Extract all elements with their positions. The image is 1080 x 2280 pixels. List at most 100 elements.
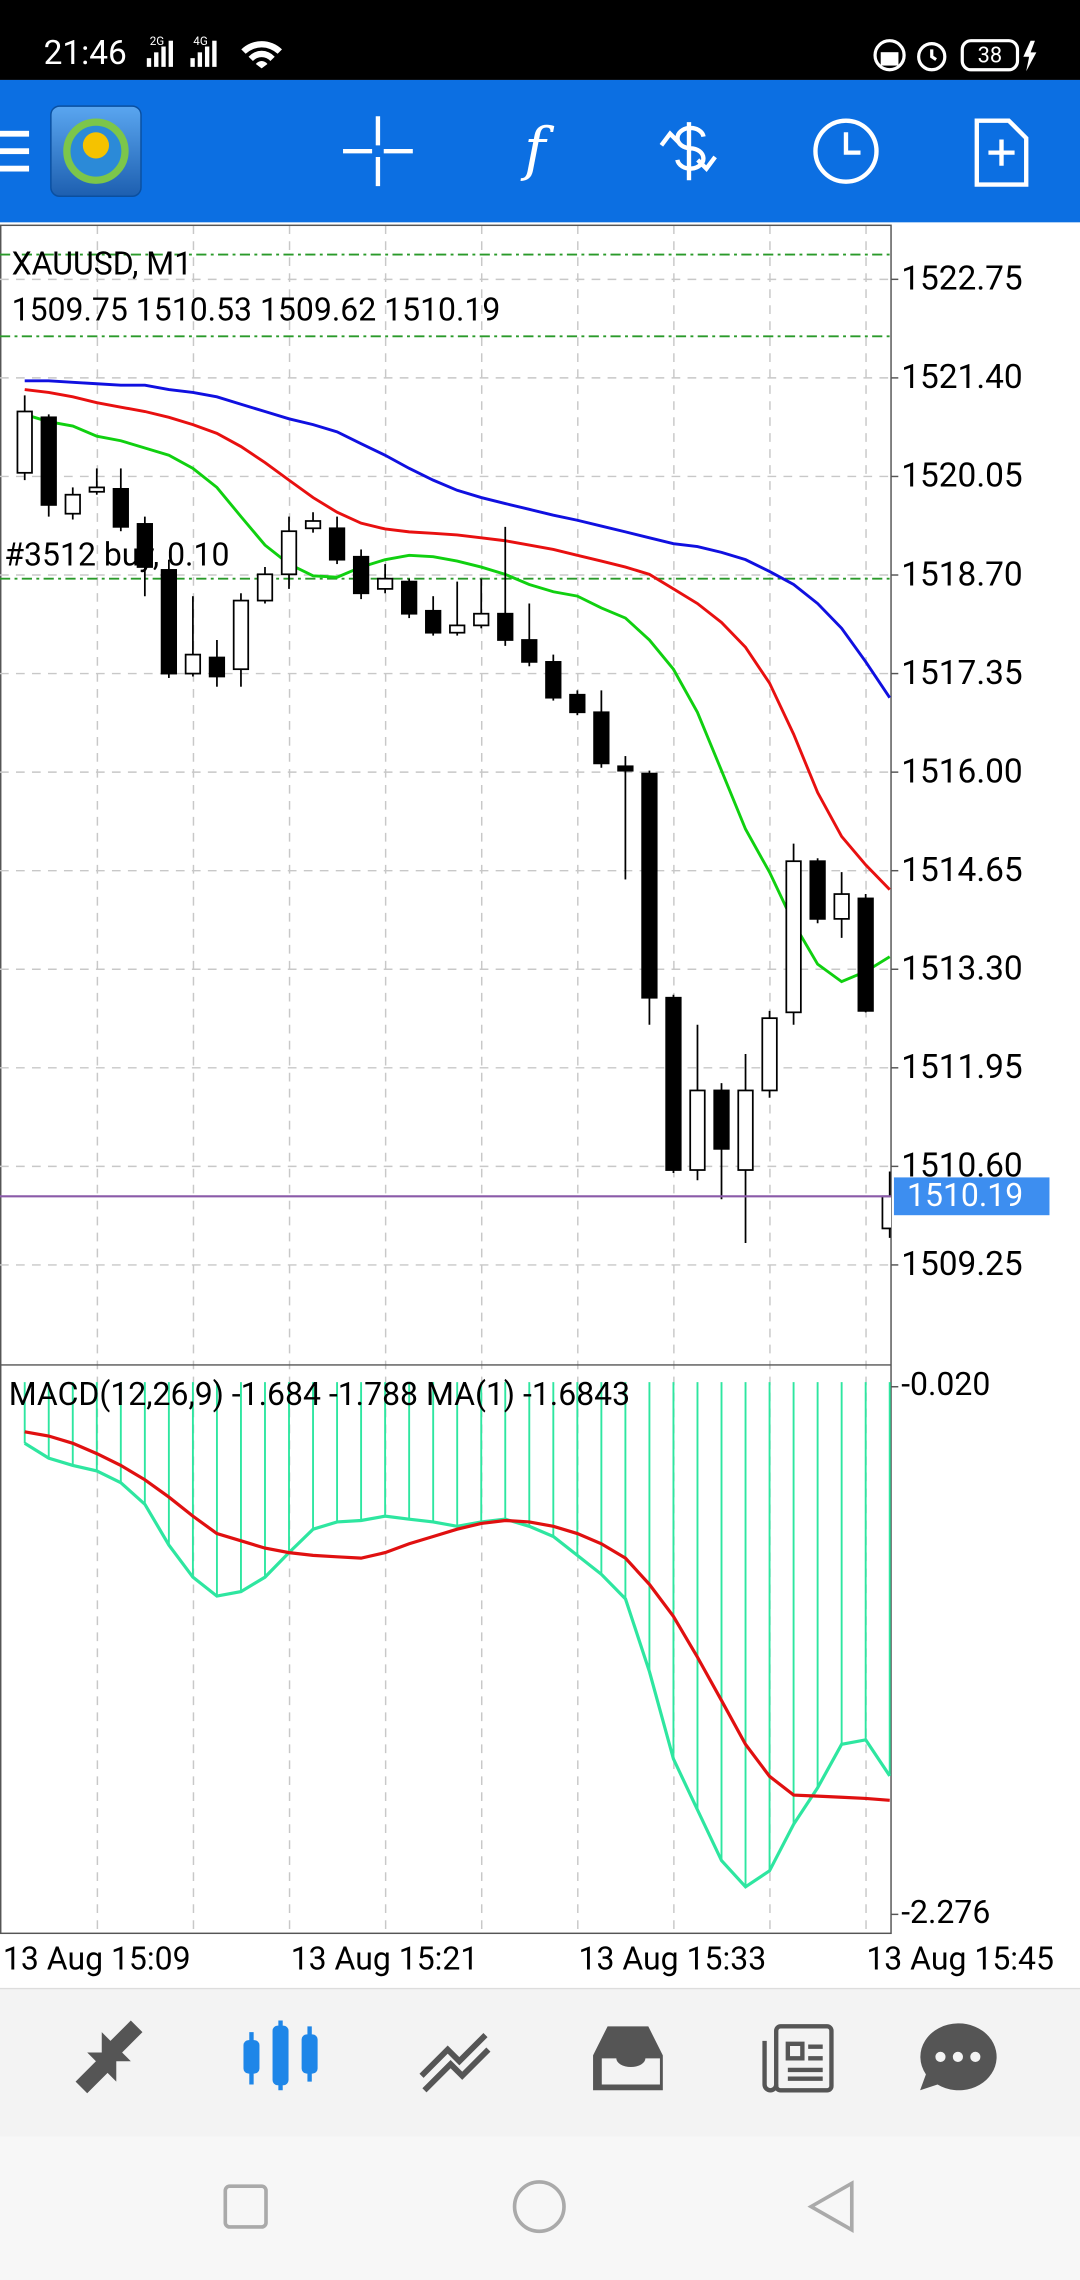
price-tag-label: 1510.19 (907, 1176, 1023, 1214)
candle-body (208, 656, 226, 678)
x-tick-label: 13 Aug 15:33 (579, 1939, 767, 1977)
y-tick-label: 1513.30 (901, 950, 1023, 989)
candle-body (449, 624, 466, 634)
symbol-label: XAUUSD, M1 (12, 244, 193, 282)
back-button[interactable] (807, 2180, 854, 2233)
trade-button[interactable] (659, 122, 717, 181)
chat-tab[interactable] (920, 2023, 997, 2091)
charging-icon (1023, 40, 1037, 72)
system-nav (0, 2136, 1080, 2280)
crosshair-button[interactable] (343, 116, 413, 187)
y-tick-label: 1518.70 (901, 555, 1023, 594)
x-tick-label: 13 Aug 15:09 (3, 1939, 191, 1977)
moving-average (24, 388, 891, 891)
battery-level: 38 (978, 43, 1003, 68)
net-label: 2G (150, 34, 165, 48)
y-tick-label: -2.276 (901, 1893, 990, 1931)
y-tick-label: 1516.00 (901, 752, 1023, 791)
toolbar (0, 79, 1080, 223)
y-tick-label: -0.020 (901, 1365, 990, 1403)
candle-body (809, 860, 826, 920)
news-tab[interactable] (762, 2024, 834, 2093)
candle-body (280, 530, 298, 576)
candle-body (184, 653, 202, 675)
order-label: #3512 buy, 0.10 (4, 535, 229, 573)
x-tick-label: 13 Aug 15:21 (291, 1939, 479, 1977)
plot-frame (0, 224, 892, 1935)
bottom-nav (0, 1988, 1080, 2137)
ma-value: -1.6843 (523, 1375, 630, 1413)
chart-area (0, 222, 1080, 1989)
candle-body (521, 639, 538, 663)
x-tick-label: 13 Aug 15:45 (866, 1939, 1054, 1977)
candle-body (641, 772, 658, 999)
clock: 21:46 (44, 34, 127, 73)
candle-body (160, 569, 178, 675)
macd-signal: -1.788 (329, 1375, 418, 1413)
candle-body (64, 493, 81, 515)
moving-average (24, 413, 891, 984)
candle-body (593, 711, 610, 765)
y-tick-label: 1511.95 (901, 1048, 1023, 1087)
candle-body (328, 527, 346, 561)
history-tab[interactable] (593, 2026, 663, 2091)
trade-tab[interactable] (419, 2033, 491, 2093)
high: 1510.53 (136, 291, 252, 329)
candle-body (40, 416, 57, 506)
candle-body (689, 1089, 706, 1171)
candle-body (761, 1017, 778, 1092)
candle-body (569, 693, 586, 714)
macd-line (23, 1441, 892, 1889)
signal-icons (146, 40, 282, 69)
ohlc-label: 1509.75 1510.53 1509.62 1510.19 (12, 291, 501, 329)
new-order-button[interactable] (974, 118, 1029, 187)
app-logo (50, 105, 142, 197)
candle-body (473, 612, 490, 627)
quotes-tab[interactable] (75, 2020, 143, 2094)
candle-body (352, 555, 370, 595)
candle-body (737, 1089, 754, 1171)
ma-name: MA(1) (426, 1375, 515, 1413)
low: 1509.62 (260, 291, 376, 329)
candle-body (401, 580, 418, 615)
candle-body (88, 486, 105, 493)
y-tick-label: 1517.35 (901, 654, 1023, 693)
candle-body (16, 410, 33, 474)
candle-body (497, 612, 514, 641)
home-button[interactable] (512, 2180, 566, 2234)
candle-body (785, 860, 802, 1014)
candle-body (425, 609, 442, 634)
chart-tab[interactable] (243, 2020, 318, 2091)
recents-button[interactable] (223, 2184, 268, 2229)
price-plot: #3512 buy, 0.10 (0, 253, 892, 1266)
candle-body (713, 1089, 730, 1150)
y-tick-label: 1522.75 (901, 260, 1023, 299)
candle-body (256, 573, 274, 602)
macd-main: -1.684 (232, 1375, 321, 1413)
y-tick-label: 1509.25 (901, 1245, 1023, 1284)
candle-body (833, 893, 850, 920)
timeframe-button[interactable] (813, 118, 879, 184)
status-icons (873, 39, 1020, 72)
candle-body (545, 661, 562, 699)
price-tag (893, 1177, 1050, 1216)
net-label: 4G (193, 34, 208, 48)
candle-body (112, 487, 129, 528)
candle-body (304, 520, 322, 530)
signal-line (24, 1430, 890, 1802)
candle-body (136, 523, 153, 568)
candle-body (617, 765, 634, 772)
y-tick-label: 1520.05 (901, 457, 1023, 496)
moving-average (24, 379, 891, 699)
macd-label: MACD(12,26,9) -1.684 -1.788 MA(1) -1.684… (9, 1375, 630, 1413)
axes: 1522.75 1521.40 1520.05 1518.70 1517.35 1516.… (3, 260, 1054, 1978)
macd-plot (23, 1382, 892, 1889)
menu-button[interactable] (0, 130, 30, 172)
y-tick-label: 1514.65 (901, 851, 1023, 890)
y-tick-label: 1521.40 (901, 358, 1023, 397)
candle-body (857, 897, 874, 1012)
close: 1510.19 (384, 291, 500, 329)
open: 1509.75 (12, 291, 128, 329)
